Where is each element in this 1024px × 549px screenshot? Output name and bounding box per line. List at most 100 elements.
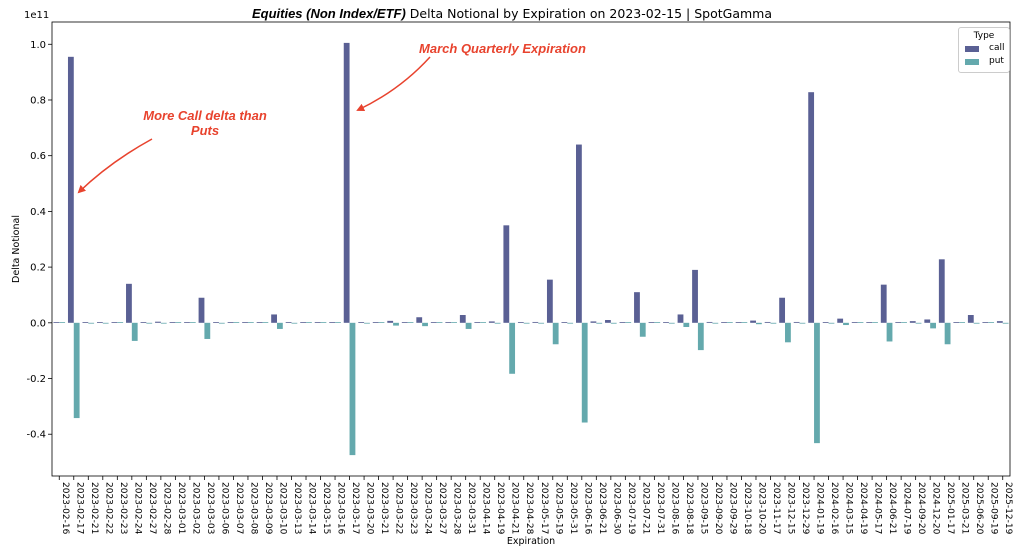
- x-tick-label: 2025-09-19: [989, 482, 999, 535]
- annotation-march-quarterly: March Quarterly Expiration: [419, 41, 586, 56]
- bar-put-2023-02-21: [88, 322, 95, 324]
- bar-call-2023-03-17: [343, 42, 350, 323]
- bar-put-2023-03-16: [335, 322, 341, 323]
- bar-put-2023-05-17: [538, 322, 545, 324]
- x-tick-label: 2023-02-27: [147, 482, 157, 534]
- bar-call-2023-03-07: [227, 322, 234, 323]
- x-tick-label: 2023-07-21: [640, 482, 650, 534]
- bar-call-2023-08-16: [663, 322, 669, 323]
- bar-call-2025-03-21: [953, 322, 960, 323]
- bar-put-2023-03-01: [175, 322, 182, 323]
- x-tick-label: 2023-12-29: [800, 482, 810, 535]
- x-tick-label: 2023-12-15: [786, 482, 796, 534]
- x-tick-label: 2023-10-18: [742, 482, 752, 535]
- bar-call-2023-03-22: [387, 320, 394, 323]
- bar-call-2024-07-19: [895, 322, 902, 323]
- bar-call-2023-09-20: [706, 321, 713, 323]
- y-tick-label: 0.0: [30, 318, 46, 329]
- bar-call-2023-09-15: [692, 269, 698, 323]
- bar-put-2023-12-15: [785, 322, 791, 343]
- x-tick-label: 2024-02-16: [829, 482, 839, 535]
- bar-put-2023-10-20: [755, 322, 762, 325]
- x-tick-label: 2023-08-16: [669, 482, 679, 535]
- bar-call-2023-02-28: [155, 321, 161, 323]
- y-tick-label: 1.0: [30, 40, 46, 51]
- x-axis-label: Expiration: [507, 536, 555, 547]
- bar-call-2025-01-17: [938, 259, 945, 323]
- chart-title-bold: Equities (Non Index/ETF): [251, 6, 406, 21]
- bar-put-2023-02-22: [102, 322, 109, 324]
- bar-put-2023-03-10: [276, 322, 283, 329]
- bar-call-2023-02-17: [67, 56, 74, 323]
- x-tick-label: 2023-02-16: [60, 482, 70, 535]
- x-tick-label: 2023-03-13: [292, 482, 302, 534]
- axes-group: -0.4 -0.2 0.0 0.2 0.4 0.6 0.8 1.0 1e11 Delta Noti…: [11, 10, 1013, 547]
- bar-call-2023-07-31: [648, 322, 655, 323]
- x-tick-label: 2023-04-14: [481, 482, 491, 535]
- x-tick-label: 2023-03-07: [234, 482, 244, 534]
- x-tick-label: 2025-01-17: [945, 482, 955, 534]
- bar-put-2023-03-14: [306, 322, 312, 323]
- bar-call-2023-02-24: [126, 283, 132, 323]
- bar-call-2023-04-14: [474, 322, 481, 323]
- bar-put-2023-03-03: [204, 322, 211, 339]
- bar-put-2023-03-15: [320, 322, 327, 323]
- x-tick-label: 2023-10-20: [756, 482, 766, 535]
- bar-put-2023-06-21: [596, 322, 603, 324]
- x-tick-label: 2024-03-15: [844, 482, 854, 534]
- x-tick-label: 2023-06-16: [582, 482, 592, 535]
- bar-put-2025-01-17: [944, 322, 951, 345]
- bar-put-2024-09-20: [915, 322, 922, 324]
- bar-call-2023-03-23: [401, 322, 408, 323]
- x-tick-label: 2024-05-17: [873, 482, 883, 534]
- bar-put-2025-06-20: [973, 322, 980, 324]
- x-tick-label: 2023-02-21: [89, 482, 99, 534]
- x-tick-label: 2023-03-06: [219, 482, 229, 535]
- bar-put-2023-03-13: [291, 322, 298, 324]
- bar-put-2023-02-23: [117, 322, 124, 323]
- x-tick-label: 2023-05-19: [553, 482, 563, 535]
- x-tick-label: 2023-05-17: [539, 482, 549, 534]
- bar-put-2023-03-06: [218, 322, 225, 324]
- bar-call-2023-05-17: [532, 321, 539, 323]
- bar-call-2023-03-27: [430, 322, 437, 323]
- bar-put-2023-05-31: [567, 322, 574, 324]
- y-tick-label: -0.2: [26, 374, 46, 385]
- y-axis-label: Delta Notional: [11, 215, 22, 283]
- x-tick-label: 2024-04-19: [858, 482, 868, 535]
- bar-put-2023-04-21: [509, 322, 516, 374]
- bar-put-2025-12-19: [1002, 322, 1009, 324]
- bar-put-2023-08-18: [683, 322, 690, 327]
- x-tick-label: 2024-01-19: [815, 482, 825, 535]
- bar-call-2023-04-28: [517, 322, 524, 323]
- bar-call-2023-03-14: [300, 322, 307, 323]
- bar-put-2023-03-09: [262, 322, 269, 323]
- y-tick-label: 0.8: [30, 95, 46, 106]
- x-tick-label: 2023-11-17: [771, 482, 781, 534]
- bar-put-2024-03-15: [843, 322, 849, 326]
- bar-call-2023-03-01: [169, 322, 176, 323]
- x-tick-label: 2024-06-21: [887, 482, 897, 534]
- bar-call-2023-03-06: [213, 322, 219, 323]
- bar-call-2023-04-21: [503, 225, 510, 323]
- bar-put-2023-06-16: [581, 322, 588, 423]
- plot-frame: [51, 21, 1011, 477]
- x-tick-label: 2023-02-23: [118, 482, 128, 534]
- x-tick-label: 2023-09-15: [698, 482, 708, 534]
- bar-put-2023-07-21: [639, 322, 646, 337]
- bar-call-2023-02-16: [53, 322, 60, 323]
- bar-call-2023-03-24: [416, 317, 423, 323]
- x-tick-label: 2023-03-10: [277, 482, 287, 535]
- bar-put-2023-02-27: [146, 322, 153, 324]
- x-tick-label: 2023-03-17: [350, 482, 360, 534]
- bar-put-2023-03-17: [349, 322, 356, 456]
- x-tick-label: 2023-03-14: [307, 482, 317, 535]
- bar-call-2023-03-10: [271, 314, 277, 323]
- x-tick-label: 2023-03-21: [379, 482, 389, 534]
- bar-put-2023-03-28: [451, 322, 457, 323]
- bar-call-2023-04-19: [488, 321, 495, 323]
- bar-put-2025-03-21: [959, 322, 966, 323]
- bar-put-2023-05-19: [552, 322, 559, 345]
- bar-call-2023-03-13: [285, 322, 292, 323]
